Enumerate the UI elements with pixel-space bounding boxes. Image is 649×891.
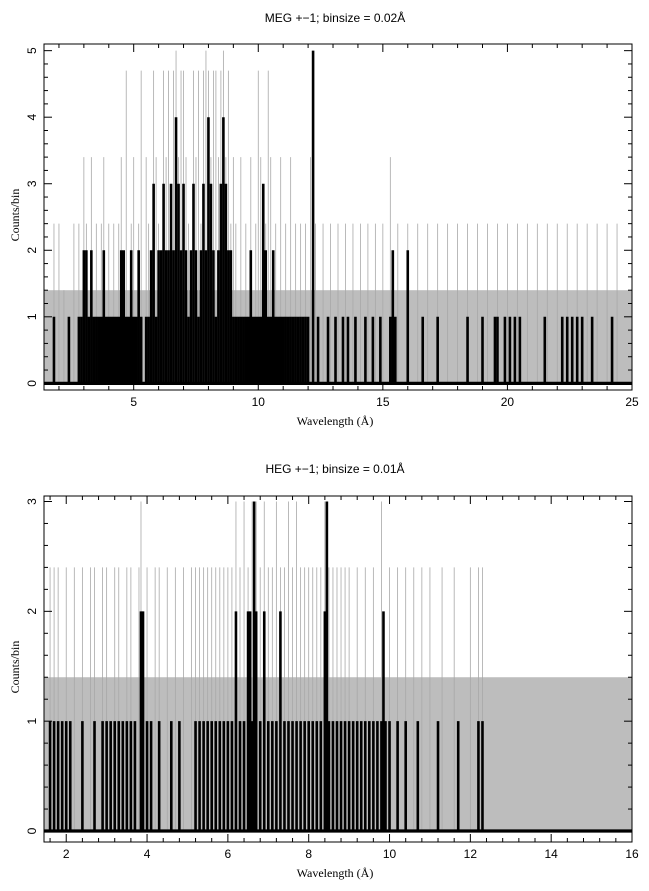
heg-x-tick-label: 8 <box>305 847 312 861</box>
meg-x-tick-label: 15 <box>376 395 390 409</box>
heg-x-tick-label: 2 <box>63 847 70 861</box>
meg-y-axis-label: Counts/bin <box>8 189 22 242</box>
meg-y-tick-label: 1 <box>25 313 39 320</box>
heg-plot-frame <box>43 495 633 843</box>
heg-x-tick-label: 14 <box>544 847 558 861</box>
heg-x-tick-label: 4 <box>144 847 151 861</box>
meg-x-tick-label: 10 <box>252 395 266 409</box>
meg-plot-frame <box>43 43 633 391</box>
meg-plot-area: 5 10 15 20 25 0 1 2 3 4 5 <box>25 43 639 409</box>
heg-x-axis-label: Wavelength (Å) <box>297 866 374 880</box>
meg-y-tick-label: 3 <box>25 180 39 187</box>
meg-y-tick-label: 4 <box>25 114 39 121</box>
meg-x-tick-label: 20 <box>501 395 515 409</box>
meg-x-tick-label: 25 <box>625 395 639 409</box>
heg-x-tick-label: 10 <box>383 847 397 861</box>
heg-x-tick-label: 16 <box>625 847 639 861</box>
meg-y-tick-label: 2 <box>25 247 39 254</box>
heg-y-tick-label: 1 <box>25 718 39 725</box>
heg-y-tick-label: 2 <box>25 608 39 615</box>
meg-title: MEG +−1; binsize = 0.02Å <box>265 10 405 25</box>
meg-panel: MEG +−1; binsize = 0.02Å Wavelength (Å) … <box>8 10 639 428</box>
heg-y-tick-label: 3 <box>25 498 39 505</box>
meg-y-tick-label: 5 <box>25 47 39 54</box>
meg-y-tick-label: 0 <box>25 380 39 387</box>
meg-x-axis-label: Wavelength (Å) <box>297 414 374 428</box>
heg-panel: HEG +−1; binsize = 0.01Å Wavelength (Å) … <box>8 461 639 880</box>
meg-x-tick-label: 5 <box>130 395 137 409</box>
heg-y-axis-label: Counts/bin <box>8 641 22 694</box>
heg-x-tick-label: 6 <box>225 847 232 861</box>
heg-y-tick-label: 0 <box>25 827 39 834</box>
heg-x-tick-label: 12 <box>464 847 478 861</box>
heg-title: HEG +−1; binsize = 0.01Å <box>265 461 404 476</box>
